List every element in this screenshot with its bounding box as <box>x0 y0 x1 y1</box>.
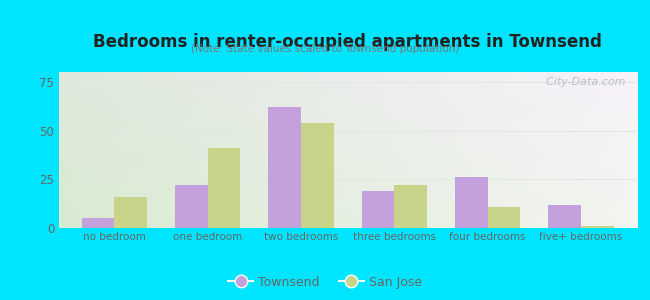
Bar <box>395 185 427 228</box>
Title: Bedrooms in renter-occupied apartments in Townsend: Bedrooms in renter-occupied apartments i… <box>94 33 602 51</box>
Bar <box>175 185 208 228</box>
Bar <box>301 123 333 228</box>
Legend: Townsend, San Jose: Townsend, San Jose <box>224 271 426 294</box>
Bar <box>208 148 240 228</box>
Bar <box>114 197 147 228</box>
Bar <box>549 205 581 228</box>
Bar <box>362 191 395 228</box>
Bar <box>455 177 488 228</box>
Bar <box>581 226 614 228</box>
Text: (Note: State values scaled to Townsend population): (Note: State values scaled to Townsend p… <box>191 44 459 54</box>
Bar <box>268 107 301 228</box>
Bar <box>82 218 114 228</box>
Text: City-Data.com: City-Data.com <box>539 77 625 87</box>
Bar <box>488 206 521 228</box>
